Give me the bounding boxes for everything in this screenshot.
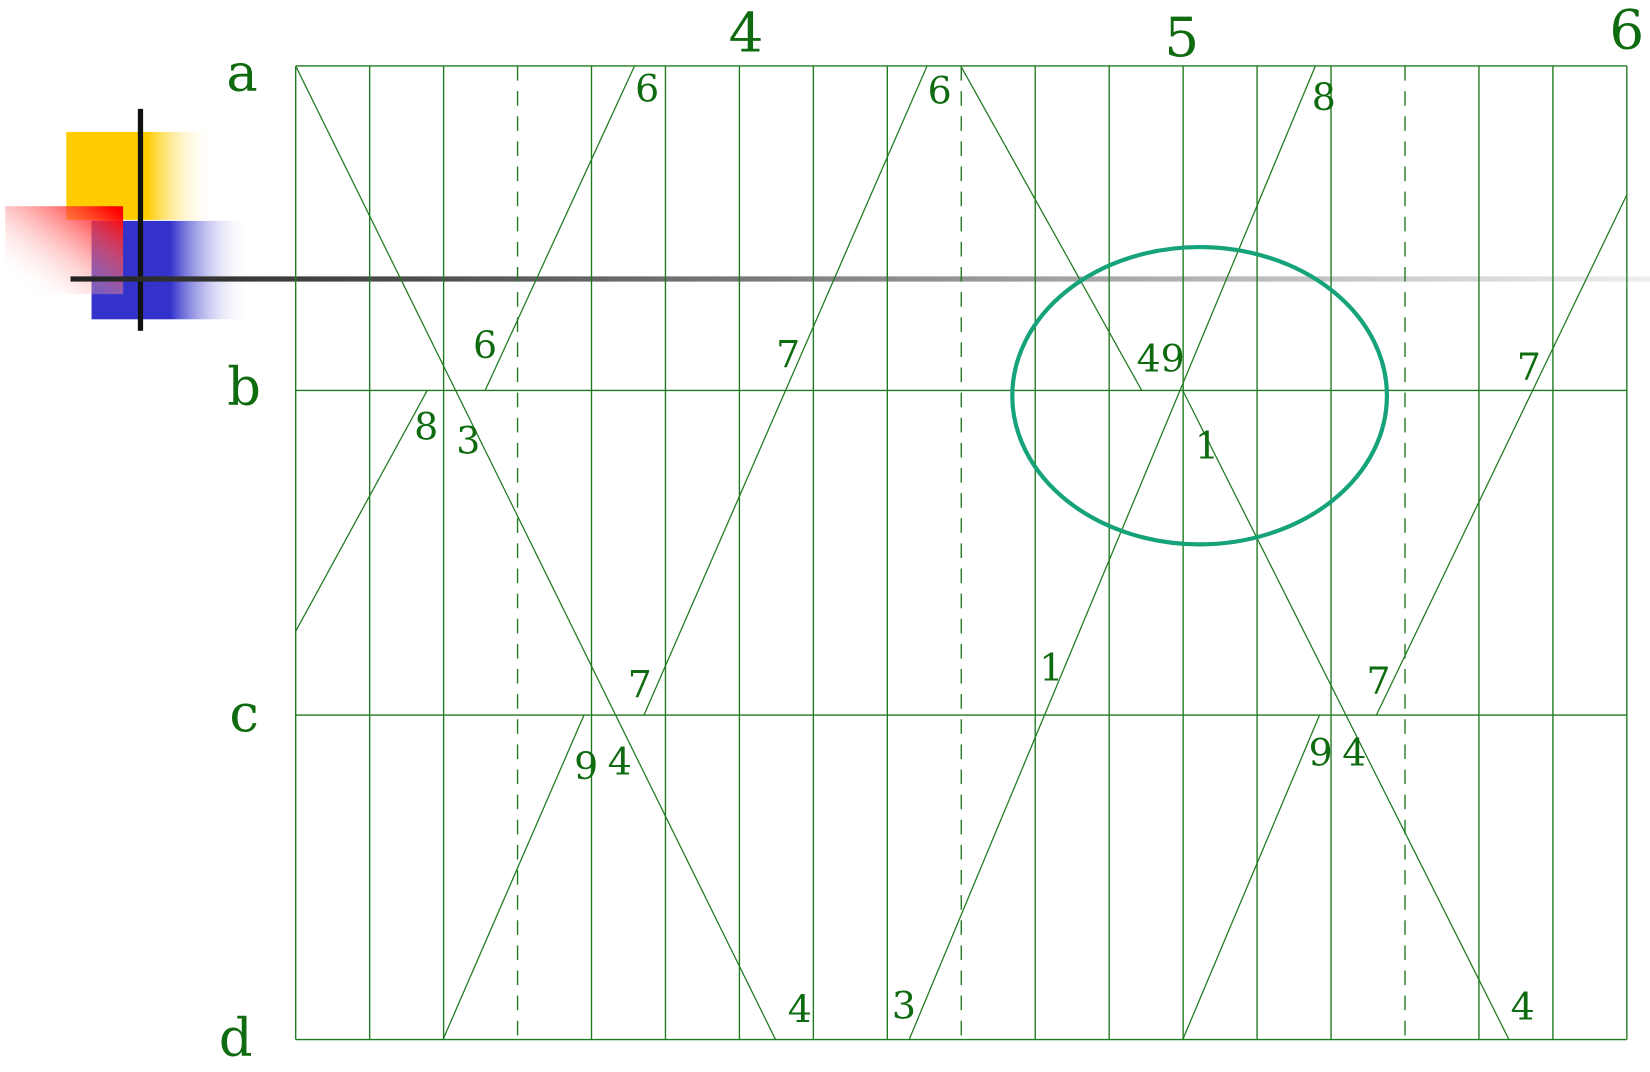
line-label: 7: [776, 333, 800, 377]
grid: [295, 65, 1628, 1041]
row-label: b: [227, 357, 261, 418]
line-label: 7: [628, 662, 652, 706]
line-label: 4: [608, 740, 632, 784]
line-label: 1: [1039, 646, 1063, 690]
row-label: a: [226, 43, 257, 104]
row-labels: a b c d: [219, 43, 261, 1069]
line-label: 8: [414, 405, 438, 449]
line-label: 4: [1511, 985, 1535, 1029]
highlight-ellipse: [1010, 244, 1390, 547]
column-label: 5: [1164, 5, 1199, 69]
line-label: 4: [1342, 730, 1366, 774]
column-labels: 4 5 6: [729, 0, 1645, 69]
line-label: 9: [574, 744, 598, 788]
diagonals: [295, 65, 1628, 1040]
line-label: 8: [1312, 75, 1336, 119]
line-label: 6: [473, 323, 497, 367]
line-label: 6: [635, 67, 659, 111]
line-label: 3: [456, 418, 480, 462]
column-label: 6: [1609, 0, 1644, 61]
line-labels: 6 6 8 6 7 49 7 8 3 1 1 7 7 9 4 9 4 4 3 4: [414, 67, 1541, 1031]
line-label: 9: [1309, 730, 1333, 774]
column-label: 4: [729, 1, 764, 65]
logo: [5, 108, 1650, 331]
line-label: 3: [892, 984, 916, 1028]
line-label: 1: [1195, 424, 1219, 468]
row-label: c: [229, 684, 258, 745]
line-label: 7: [1517, 345, 1541, 389]
line-label: 6: [928, 69, 952, 113]
row-label: d: [219, 1008, 253, 1069]
line-label: 49: [1137, 337, 1185, 381]
line-label: 4: [788, 987, 812, 1031]
line-label: 7: [1366, 659, 1390, 703]
